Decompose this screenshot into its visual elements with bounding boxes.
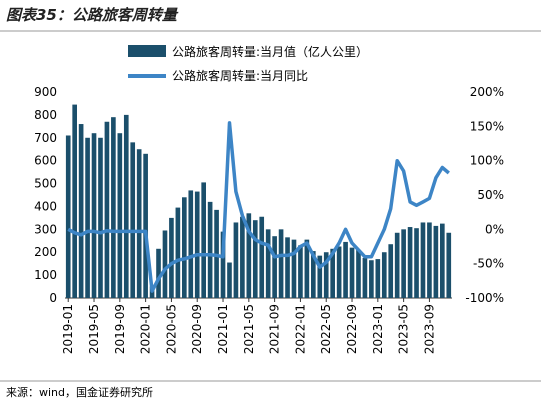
y-tick-label: 0 (49, 291, 57, 305)
bar (136, 149, 142, 298)
bar (440, 223, 445, 298)
bar (375, 259, 381, 298)
bar (104, 121, 110, 298)
bar (414, 228, 419, 298)
x-tick-label: 2022-05 (319, 304, 333, 354)
x-tick-label: 2021-09 (268, 304, 282, 354)
bar (407, 227, 413, 298)
bar (91, 133, 97, 298)
bar (343, 241, 348, 298)
bar (349, 247, 355, 298)
bar (420, 222, 426, 298)
y2-tick-label: 150% (470, 119, 504, 133)
bar (356, 249, 361, 298)
bar (85, 137, 90, 298)
bar (220, 231, 226, 298)
x-tick-label: 2020-09 (190, 304, 204, 354)
x-tick-label: 2020-01 (139, 304, 153, 354)
bar (169, 217, 174, 298)
chart-title: 图表35：公路旅客周转量 (6, 6, 179, 24)
legend-label: 公路旅客周转量:当月同比 (172, 68, 308, 83)
x-tick-label: 2019-09 (113, 304, 127, 354)
bar (130, 142, 136, 298)
bar (252, 220, 258, 298)
bar (98, 137, 103, 298)
x-tick-label: 2022-01 (293, 304, 307, 354)
bar (246, 213, 252, 298)
bar (427, 222, 432, 298)
x-tick-label: 2019-05 (87, 304, 101, 354)
bar (207, 201, 213, 298)
x-tick-label: 2023-01 (371, 304, 385, 354)
bar (240, 216, 245, 298)
y-tick-label: 700 (34, 131, 57, 145)
y-tick-label: 300 (34, 222, 57, 236)
bar (259, 216, 265, 298)
legend-swatch (128, 45, 166, 57)
y-tick-label: 500 (34, 177, 57, 191)
x-tick-label: 2021-05 (242, 304, 256, 354)
x-tick-label: 2023-05 (397, 304, 411, 354)
bar (123, 114, 129, 298)
bar (265, 229, 271, 298)
bar (78, 124, 84, 299)
x-tick-label: 2022-09 (345, 304, 359, 354)
y2-tick-label: 50% (477, 188, 504, 202)
bar (317, 255, 323, 298)
y-tick-label: 800 (34, 108, 57, 122)
bar (401, 229, 406, 298)
y-tick-label: 400 (34, 199, 57, 213)
bar (394, 232, 400, 298)
y-tick-label: 200 (34, 245, 57, 259)
source: 来源：wind，国金证券研究所 (6, 385, 153, 399)
bar (388, 244, 394, 298)
bar (362, 257, 368, 298)
bar (72, 104, 77, 298)
y-tick-label: 100 (34, 268, 57, 282)
bar (182, 197, 187, 298)
bar (285, 237, 290, 298)
y-tick-label: 900 (34, 85, 57, 99)
bar (278, 229, 284, 298)
y2-tick-label: 100% (470, 154, 504, 168)
bar (117, 133, 123, 298)
bar (201, 182, 206, 298)
bar (381, 252, 387, 298)
bar (175, 207, 181, 298)
bar (433, 225, 439, 298)
bar (298, 245, 303, 298)
bar (291, 239, 297, 298)
bar (143, 153, 148, 298)
bar (311, 251, 316, 298)
bar (304, 239, 310, 298)
bar (323, 252, 329, 298)
bar (227, 262, 232, 298)
bar (156, 248, 161, 298)
x-tick-label: 2019-01 (61, 304, 75, 354)
legend-label: 公路旅客周转量:当月值（亿人公里） (172, 44, 368, 59)
y2-tick-label: 0% (485, 222, 504, 236)
line (67, 121, 450, 293)
bar (336, 246, 342, 298)
bar (369, 260, 374, 298)
bar (330, 248, 335, 298)
bar (65, 135, 71, 298)
y2-tick-label: -100% (465, 291, 504, 305)
y2-tick-label: -50% (473, 257, 504, 271)
bar (272, 236, 277, 298)
y-tick-label: 600 (34, 154, 57, 168)
x-tick-label: 2021-01 (216, 304, 230, 354)
bar (446, 232, 452, 298)
bar (188, 190, 194, 298)
bar (233, 222, 239, 298)
bar (162, 230, 168, 298)
x-tick-label: 2020-05 (164, 304, 178, 354)
x-tick-label: 2023-09 (422, 304, 436, 354)
y2-tick-label: 200% (470, 85, 504, 99)
bar (111, 117, 116, 298)
bar (194, 191, 200, 298)
